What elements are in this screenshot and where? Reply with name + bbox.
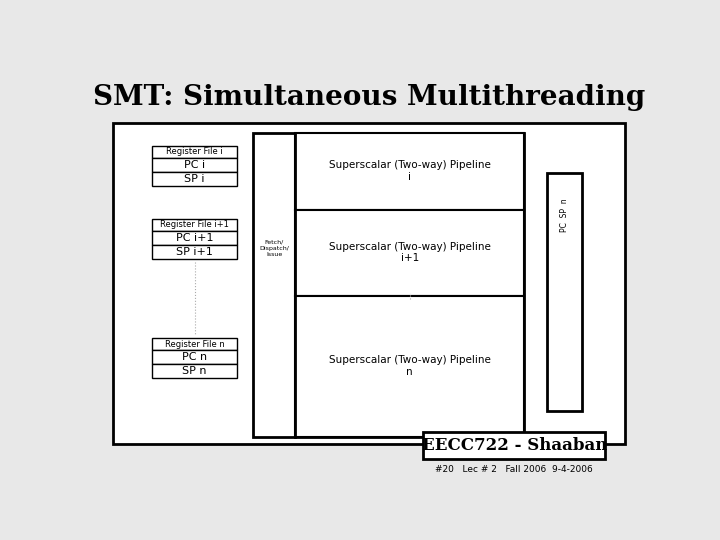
Bar — [152, 364, 238, 378]
Bar — [152, 172, 238, 186]
Text: PC  SP  n: PC SP n — [560, 199, 570, 232]
Text: Register File i+1: Register File i+1 — [160, 220, 229, 230]
Text: EECC722 - Shaaban: EECC722 - Shaaban — [422, 437, 607, 454]
Bar — [152, 338, 238, 350]
Bar — [152, 146, 238, 158]
Text: Register File n: Register File n — [165, 340, 225, 349]
Text: SP i: SP i — [184, 174, 205, 184]
Text: SMT: Simultaneous Multithreading: SMT: Simultaneous Multithreading — [93, 84, 645, 111]
Text: PC i+1: PC i+1 — [176, 233, 213, 243]
Bar — [152, 231, 238, 245]
Text: SP i+1: SP i+1 — [176, 247, 213, 257]
Text: Superscalar (Two-way) Pipeline
i+1: Superscalar (Two-way) Pipeline i+1 — [329, 242, 490, 264]
Bar — [152, 350, 238, 365]
Bar — [113, 123, 625, 444]
Bar — [295, 296, 524, 437]
Text: PC i: PC i — [184, 160, 205, 170]
Bar — [253, 132, 524, 437]
Bar — [295, 132, 524, 210]
Text: Fetch/
Dispatch/
Issue: Fetch/ Dispatch/ Issue — [259, 239, 289, 257]
Text: PC n: PC n — [182, 353, 207, 362]
Bar — [295, 210, 524, 296]
Text: SP n: SP n — [182, 366, 207, 376]
Bar — [547, 173, 582, 411]
Text: Superscalar (Two-way) Pipeline
i: Superscalar (Two-way) Pipeline i — [329, 160, 490, 182]
Bar — [152, 219, 238, 231]
Bar — [152, 245, 238, 259]
Text: Superscalar (Two-way) Pipeline
n: Superscalar (Two-way) Pipeline n — [329, 355, 490, 377]
Text: #20   Lec # 2   Fall 2006  9-4-2006: #20 Lec # 2 Fall 2006 9-4-2006 — [436, 465, 593, 474]
Bar — [152, 158, 238, 172]
Text: Register File i: Register File i — [166, 147, 223, 156]
Bar — [423, 432, 606, 459]
